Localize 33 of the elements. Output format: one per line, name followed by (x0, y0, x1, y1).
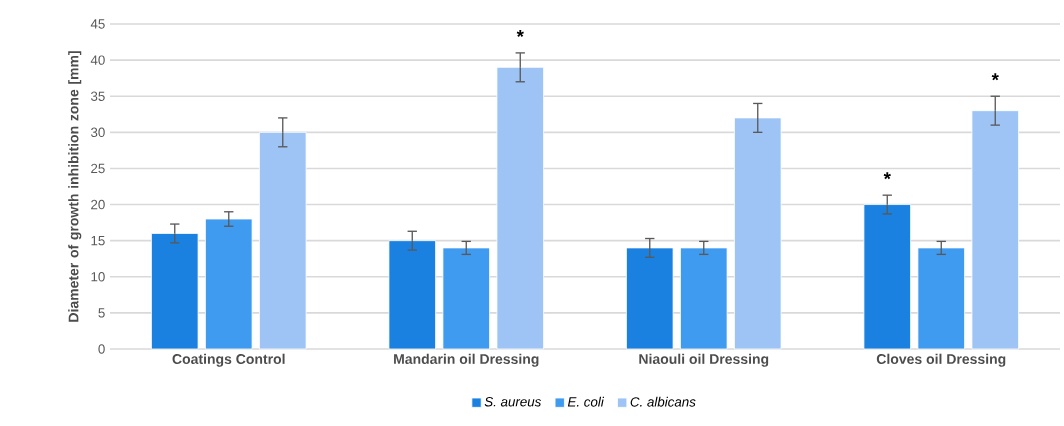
y-tick-label: 5 (98, 308, 105, 318)
y-tick-label: 10 (91, 272, 105, 282)
y-tick-label: 25 (91, 163, 105, 174)
legend-label: C. albicans (630, 396, 696, 407)
y-tick-label: 45 (90, 19, 105, 29)
y-tick-label: 20 (91, 199, 105, 210)
bar (680, 247, 728, 350)
data-label: * (516, 30, 524, 37)
legend-label: E. coli (567, 396, 605, 407)
bar (734, 117, 782, 350)
y-tick-label: 40 (90, 55, 105, 65)
x-tick-label: Coatings Control (172, 353, 285, 367)
y-axis-title: Diameter of growth inhibition zone [mm] (68, 51, 82, 322)
x-tick-label: Mandarin oil Dressing (394, 353, 539, 367)
bar (626, 247, 674, 350)
bar (388, 240, 436, 350)
x-tick-label: Niaouli oil Dressing (639, 353, 769, 367)
bar (863, 204, 911, 350)
bar (971, 110, 1019, 350)
bar (442, 247, 490, 350)
data-label: * (883, 172, 891, 180)
y-tick-label: 15 (91, 236, 105, 246)
y-tick-label: 0 (98, 344, 105, 354)
bar (151, 233, 199, 350)
bar (205, 218, 253, 350)
y-tick-label: 35 (90, 91, 105, 101)
y-tick-label: 30 (90, 127, 105, 138)
bar (496, 66, 544, 350)
bar (917, 247, 965, 350)
legend-label: S. aureus (484, 397, 542, 407)
data-label: * (991, 73, 999, 81)
bar (259, 131, 307, 350)
x-tick-label: Cloves oil Dressing (876, 353, 1006, 367)
